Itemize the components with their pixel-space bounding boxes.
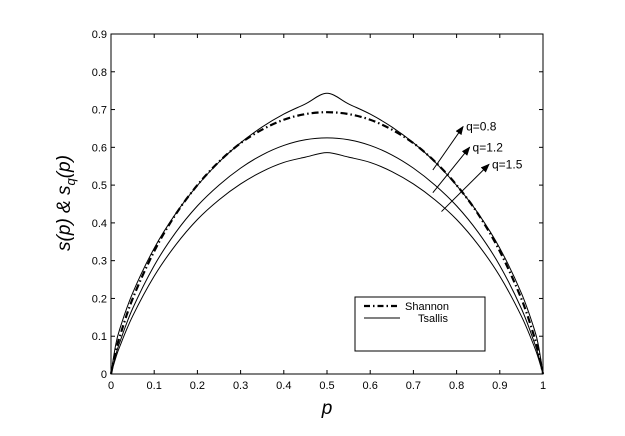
- series-line-shannon: [109, 111, 545, 375]
- y-tick-label: 0.4: [92, 218, 107, 230]
- x-axis-label: p: [321, 398, 333, 419]
- y-tick-label: 0.5: [92, 180, 107, 192]
- annotation-q08-label: q=0.8: [466, 120, 497, 134]
- series-line-q15: [110, 152, 544, 375]
- series-line-q08: [110, 92, 544, 375]
- x-tick-label: 0.9: [492, 380, 507, 392]
- x-axis: 0 0.1 0.2 0.3 0.4 0.5 0.6 0.7 0.8 0.9 1: [108, 34, 546, 392]
- x-tick-label: 0.5: [319, 380, 334, 392]
- y-tick-label: 0.8: [92, 67, 107, 79]
- legend: Shannon Tsallis: [354, 296, 486, 352]
- x-tick-label: 0.4: [276, 380, 291, 392]
- series-layer: [109, 92, 545, 375]
- x-tick-label: 0: [108, 380, 114, 392]
- y-tick-label: 0.7: [92, 105, 107, 117]
- annotation-q15-label: q=1.5: [492, 157, 523, 171]
- y-axis: 0 0.1 0.2 0.3 0.4 0.5 0.6 0.7 0.8 0.9: [92, 29, 543, 381]
- y-tick-label: 0.9: [92, 29, 107, 41]
- legend-box: [354, 296, 486, 352]
- x-tick-label: 0.1: [147, 380, 162, 392]
- annotation-q08-arrow: [432, 125, 464, 171]
- y-tick-label: 0.2: [92, 293, 107, 305]
- x-tick-label: 0.2: [190, 380, 205, 392]
- annotation-q12-arrow: [432, 146, 471, 193]
- annotation-q12-label: q=1.2: [473, 140, 504, 154]
- x-tick-label: 0.3: [233, 380, 248, 392]
- y-tick-label: 0: [101, 369, 107, 381]
- legend-label-tsallis: Tsallis: [418, 313, 448, 325]
- y-tick-label: 0.6: [92, 142, 107, 154]
- x-tick-label: 0.7: [406, 380, 421, 392]
- x-tick-label: 0.6: [363, 380, 378, 392]
- y-axis-label-main: s(p) & s: [54, 185, 75, 251]
- y-tick-label: 0.3: [92, 256, 107, 268]
- y-axis-label-subscript: q: [63, 178, 78, 186]
- y-axis-label: s(p) & sq(p): [54, 155, 78, 251]
- annotations-layer: q=0.8 q=1.2 q=1.5: [432, 120, 523, 212]
- annotation-q15-arrow: [441, 163, 490, 212]
- x-tick-label: 0.8: [449, 380, 464, 392]
- y-axis-label-tail: (p): [54, 155, 75, 178]
- x-tick-label: 1: [540, 380, 546, 392]
- legend-label-shannon: Shannon: [405, 301, 449, 313]
- series-line-q12: [110, 137, 544, 375]
- y-tick-label: 0.1: [92, 331, 107, 343]
